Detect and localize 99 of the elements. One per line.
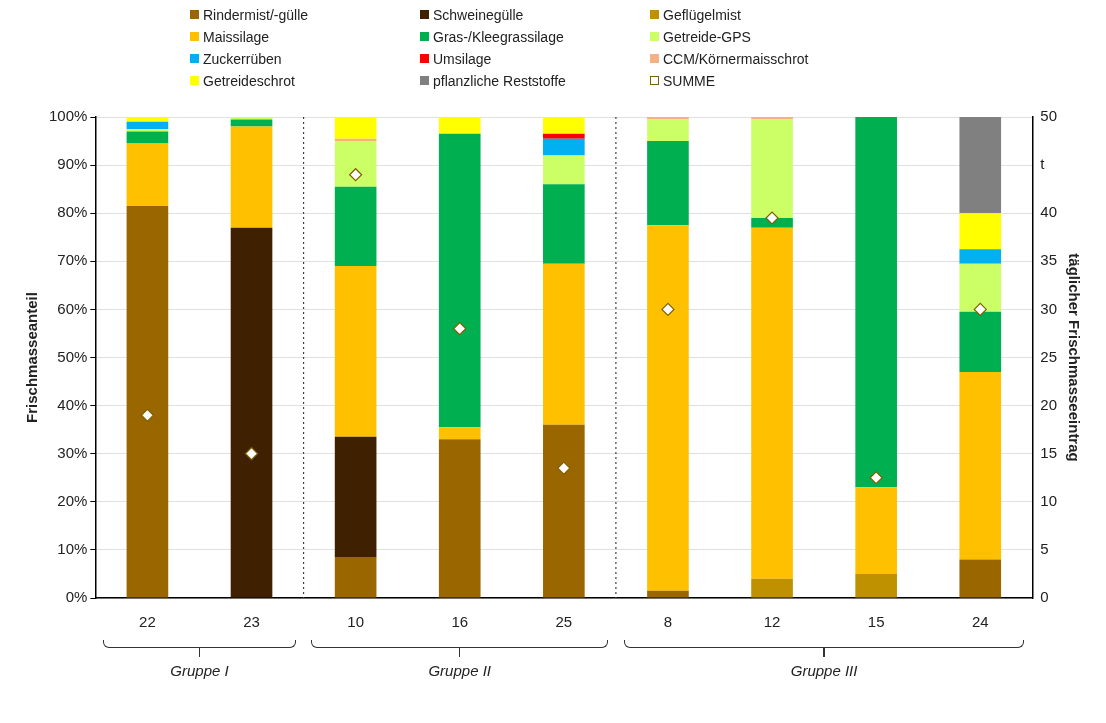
y-axis-title: Frischmasseanteil: [23, 292, 41, 423]
bar: [230, 126, 273, 228]
x-tick-label: 15: [867, 613, 885, 631]
legend-label: Zuckerrüben: [203, 50, 282, 67]
y-tick-label: 60%: [57, 299, 88, 317]
bar: [751, 119, 793, 219]
y2-tick-label: 50: [1040, 107, 1057, 125]
legend-label: Geflügelmist: [663, 6, 741, 23]
point: [765, 211, 779, 225]
y2-tick-label: 0: [1040, 588, 1049, 606]
y2-tick-label: 30: [1040, 299, 1057, 317]
bar: [543, 155, 585, 185]
bar: [334, 557, 377, 598]
y2-tick-label: t: [1040, 155, 1046, 173]
x-tick-label: 12: [763, 613, 781, 631]
legend-label: Rindermist/-gülle: [203, 6, 309, 23]
legend-label: Gras-/Kleegrassilage: [433, 28, 564, 45]
legend-label: Getreideschrot: [203, 72, 295, 89]
x-tick-label: 25: [555, 613, 573, 631]
y2-tick-label: 10: [1040, 491, 1057, 509]
y-tick-label: 20%: [57, 491, 88, 509]
legend-label: SUMME: [663, 72, 716, 89]
bar: [959, 311, 1002, 372]
legend-label: Maissilage: [203, 28, 270, 45]
bar: [438, 133, 481, 428]
bar: [126, 143, 169, 206]
bar: [438, 439, 481, 598]
bar: [334, 186, 377, 267]
bar: [126, 205, 169, 598]
bar: [647, 141, 689, 226]
y2-tick-label: 40: [1040, 203, 1057, 221]
bar: [647, 590, 689, 598]
point: [349, 168, 363, 182]
text: Gruppe II: [428, 662, 491, 679]
bar: [959, 213, 1002, 250]
y-tick-label: 30%: [57, 443, 88, 461]
bar: [855, 117, 897, 488]
bar: [543, 263, 585, 425]
y2-tick-label: 25: [1040, 347, 1057, 365]
y-tick-label: 70%: [57, 251, 88, 269]
y2-axis-title: täglicher Frischmasseeintrag: [1065, 253, 1083, 462]
bar: [334, 141, 377, 187]
x-tick-label: 10: [347, 613, 364, 631]
legend-label: Umsilage: [433, 50, 492, 67]
legend-label: Schweinegülle: [433, 6, 524, 23]
y2-tick-label: 5: [1040, 540, 1049, 558]
x-tick-label: 22: [139, 613, 156, 631]
bar: [334, 436, 377, 558]
y-tick-label: 90%: [57, 155, 88, 173]
bar: [543, 138, 585, 156]
bar: [126, 121, 169, 130]
point: [869, 471, 883, 485]
point: [557, 461, 571, 475]
point: [244, 447, 259, 461]
bar: [126, 117, 169, 122]
point: [661, 302, 675, 316]
bar: [126, 131, 169, 144]
bar: [438, 427, 481, 440]
bar: [647, 119, 689, 142]
bar: [751, 227, 793, 579]
point: [453, 322, 467, 336]
bar: [438, 117, 481, 134]
bar: [855, 487, 897, 574]
bar: [959, 249, 1002, 264]
y-tick-label: 0%: [65, 588, 88, 606]
y2-tick-label: 35: [1040, 251, 1057, 269]
x-tick-label: 24: [971, 613, 989, 631]
y2-tick-label: 15: [1040, 443, 1057, 461]
text: Gruppe III: [790, 662, 858, 679]
bar: [751, 578, 793, 598]
bar: [959, 559, 1002, 598]
legend-label: Getreide-GPS: [663, 28, 751, 45]
y-tick-label: 40%: [57, 395, 88, 413]
legend-label: pflanzliche Reststoffe: [433, 72, 566, 89]
point: [140, 408, 155, 422]
x-tick-label: 23: [243, 613, 260, 631]
text: Gruppe I: [170, 662, 229, 679]
bar: [959, 263, 1002, 312]
bar: [230, 119, 273, 127]
bar: [543, 184, 585, 264]
x-tick-label: 16: [451, 613, 469, 631]
y2-tick-label: 20: [1040, 395, 1057, 413]
bar: [543, 117, 585, 134]
y-tick-label: 50%: [57, 347, 88, 365]
y-tick-label: 80%: [57, 203, 88, 221]
x-tick-label: 8: [663, 613, 673, 631]
bar: [334, 117, 377, 139]
bar: [855, 573, 897, 598]
bar: [230, 227, 273, 598]
legend-label: CCM/Körnermaisschrot: [663, 50, 809, 67]
y-tick-label: 100%: [48, 107, 88, 125]
bar: [647, 225, 689, 591]
point: [973, 302, 987, 316]
bar: [334, 266, 377, 437]
y-tick-label: 10%: [57, 540, 88, 558]
bar: [959, 371, 1002, 560]
bar: [543, 424, 585, 598]
bar: [959, 117, 1002, 214]
bar: [543, 133, 585, 139]
